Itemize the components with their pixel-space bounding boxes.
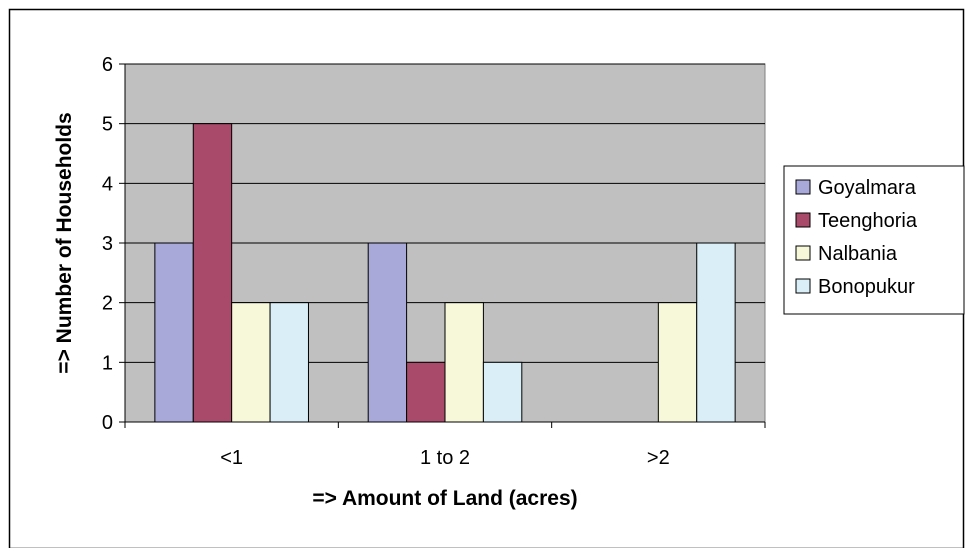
legend-swatch-bonopukur: [795, 278, 811, 294]
bar-nalbania-2: [657, 302, 698, 423]
axes: [119, 63, 766, 428]
x-tick-label: >2: [647, 447, 670, 469]
legend: Goyalmara Teenghoria Nalbania Bonopukur: [783, 165, 965, 315]
bar-goyalmara-0: [154, 242, 194, 423]
x-axis-title: => Amount of Land (acres): [312, 487, 577, 510]
y-tick-label: 2: [102, 293, 113, 315]
legend-swatch-goyalmara: [795, 179, 811, 195]
x-tick-label: 1 to 2: [420, 447, 470, 469]
x-tick-label: <1: [220, 447, 243, 469]
bar-nalbania-1: [444, 302, 484, 423]
bar-teenghoria-0: [192, 123, 233, 423]
y-tick-label: 5: [102, 114, 113, 136]
y-tick-label: 1: [102, 352, 113, 374]
bar-goyalmara-1: [367, 242, 408, 423]
y-tick-label: 3: [102, 233, 113, 255]
legend-label-bonopukur: Bonopukur: [818, 276, 915, 298]
legend-label-teenghoria: Teenghoria: [818, 210, 918, 232]
bar-teenghoria-1: [406, 361, 446, 423]
legend-label-nalbania: Nalbania: [818, 243, 898, 265]
legend-swatch-nalbania: [795, 245, 811, 261]
tick-labels: 0 1 2 3 4 5 6 <1 1 to 2 >2: [102, 54, 670, 469]
y-tick-label: 6: [102, 54, 113, 76]
bar-bonopukur-0: [269, 302, 309, 423]
y-axis-title: => Number of Households: [53, 112, 76, 373]
legend-label-goyalmara: Goyalmara: [818, 177, 917, 199]
bar-nalbania-0: [231, 302, 271, 423]
bar-bonopukur-1: [482, 361, 523, 423]
y-tick-label: 0: [102, 412, 113, 434]
bar-bonopukur-2: [696, 242, 736, 423]
legend-swatch-teenghoria: [795, 212, 811, 228]
legend-box: [783, 165, 965, 315]
y-tick-label: 4: [102, 173, 113, 195]
